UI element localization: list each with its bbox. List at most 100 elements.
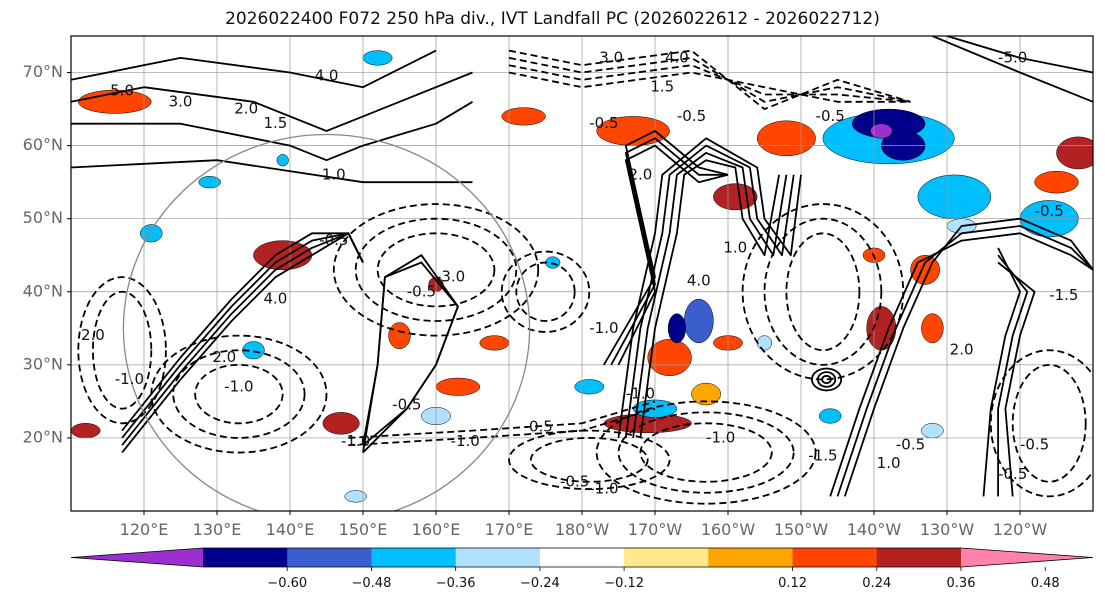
contour-label: -1.0 <box>589 480 618 498</box>
colorbar-extend-high <box>961 548 1093 567</box>
contour-label: -0.5 <box>998 465 1027 483</box>
contour-label: 4.0 <box>263 290 287 308</box>
lon-tick-label: 140°W <box>847 520 902 539</box>
radius-circle <box>122 133 531 511</box>
lon-tick-label: 160°E <box>412 520 461 539</box>
solid-contour <box>610 137 728 366</box>
colorbar-segment <box>203 548 288 567</box>
colorbar-segment <box>624 548 709 567</box>
lat-tick-label: 30°N <box>23 354 63 373</box>
colorbar: −0.60 −0.48 −0.36 −0.24 −0.12 0.12 0.24 0.36 0.4… <box>70 547 1094 591</box>
contour-label: 2.0 <box>950 341 974 359</box>
dashed-contour <box>354 217 518 322</box>
solid-contour <box>843 217 1093 497</box>
colorbar-tick-label: −0.48 <box>352 576 392 591</box>
lat-tick-label: 60°N <box>23 135 63 154</box>
contour-label: -1.0 <box>115 370 144 388</box>
dashed-contour <box>595 400 817 505</box>
contour-label: -0.5 <box>392 396 421 414</box>
dashed-contour <box>500 250 591 333</box>
div-shading <box>435 377 481 396</box>
contour-label: 1.0 <box>723 238 747 256</box>
solid-contour <box>632 152 788 439</box>
div-shading <box>479 335 510 351</box>
contour-label: -0.5 <box>589 114 618 132</box>
contour-label: -0.5 <box>319 231 348 249</box>
colorbar-extend-low <box>71 548 203 567</box>
solid-contour <box>121 232 364 446</box>
contour-label: -3.0 <box>436 268 465 286</box>
div-shading <box>713 183 758 211</box>
gridlines <box>71 36 1093 511</box>
dashed-contour <box>150 334 328 454</box>
dashed-contour <box>529 437 649 483</box>
contour-labels: 5.03.0 2.01.54.03.0 4.01.5-0.5-0.5 -0.52.01… <box>81 48 1078 497</box>
colorbar-tick-label: 0.48 <box>1031 576 1060 591</box>
div-shading <box>917 174 992 219</box>
dashed-contour <box>1011 363 1087 483</box>
div-shading <box>242 341 265 360</box>
solid-contour <box>946 36 1093 74</box>
solid-contour <box>71 159 473 184</box>
dashed-contour <box>348 400 656 439</box>
colorbar-segment <box>539 548 625 567</box>
contour-label: -0.5 <box>816 107 845 125</box>
colorbar-tick-label: 0.36 <box>947 576 976 591</box>
contour-label: -0.5 <box>1020 436 1049 454</box>
colorbar-tick-label: −0.60 <box>267 576 307 591</box>
solid-contour <box>71 101 473 162</box>
contour-label: -0.5 <box>524 417 553 435</box>
dashed-contour <box>77 276 167 425</box>
contour-label: 1.0 <box>322 165 346 183</box>
div-shading <box>691 382 721 406</box>
div-shading <box>866 306 897 351</box>
contour-label: -1.0 <box>224 377 253 395</box>
contour-label: 4.0 <box>687 271 711 289</box>
div-shading <box>1034 170 1079 194</box>
colorbar-tick-label: −0.24 <box>520 576 560 591</box>
dashed-contour <box>989 349 1093 498</box>
colorbar-segment <box>371 548 457 567</box>
contour-label: -0.5 <box>560 472 589 490</box>
contour-label: 1.5 <box>263 114 287 132</box>
solid-contour <box>603 130 729 366</box>
solid-contour <box>71 49 437 89</box>
dashed-contour <box>194 363 284 425</box>
contour-label: 1.0 <box>877 454 901 472</box>
contour-label: -5.0 <box>998 48 1027 66</box>
dashed-contour <box>741 203 905 381</box>
lat-tick-label: 20°N <box>23 427 63 446</box>
dashed-contour <box>91 290 153 410</box>
dashed-contour <box>376 232 496 308</box>
colorbar-tick-label: 0.24 <box>862 576 891 591</box>
contour-label: 4.0 <box>315 67 339 85</box>
contour-label: -1.0 <box>589 319 618 337</box>
colorbar-segment <box>876 548 962 567</box>
contour-label: 2.0 <box>212 348 236 366</box>
colorbar-segment <box>287 548 372 567</box>
contour-label: -0.5 <box>407 282 436 300</box>
dashed-contour <box>508 429 671 490</box>
div-shading <box>198 176 221 189</box>
div-shading <box>362 50 393 66</box>
contour-label: 1.5 <box>650 78 674 96</box>
contour-label: 2.0 <box>81 326 105 344</box>
contour-label: 4.0 <box>665 48 689 66</box>
div-shading <box>683 298 714 344</box>
lat-tick-label: 50°N <box>23 208 63 227</box>
solid-contour <box>617 144 729 366</box>
lon-tick-label: 130°W <box>920 520 975 539</box>
contour-label: -1.0 <box>451 432 480 450</box>
dashed-contour <box>508 57 911 103</box>
contour-label: 3.0 <box>599 48 623 66</box>
colorbar-tick-label: 0.12 <box>778 576 807 591</box>
colorbar-segment <box>792 548 878 567</box>
lat-ticks: 70°N 60°N 50°N 40°N 30°N 20°N <box>23 62 71 446</box>
solid-contour <box>121 232 364 432</box>
lon-tick-label: 180°W <box>555 520 610 539</box>
lon-tick-label: 140°E <box>266 520 315 539</box>
div-shading <box>756 120 816 157</box>
lon-tick-label: 120°E <box>120 520 169 539</box>
div-shading <box>647 339 692 377</box>
dashed-contour <box>785 232 861 352</box>
